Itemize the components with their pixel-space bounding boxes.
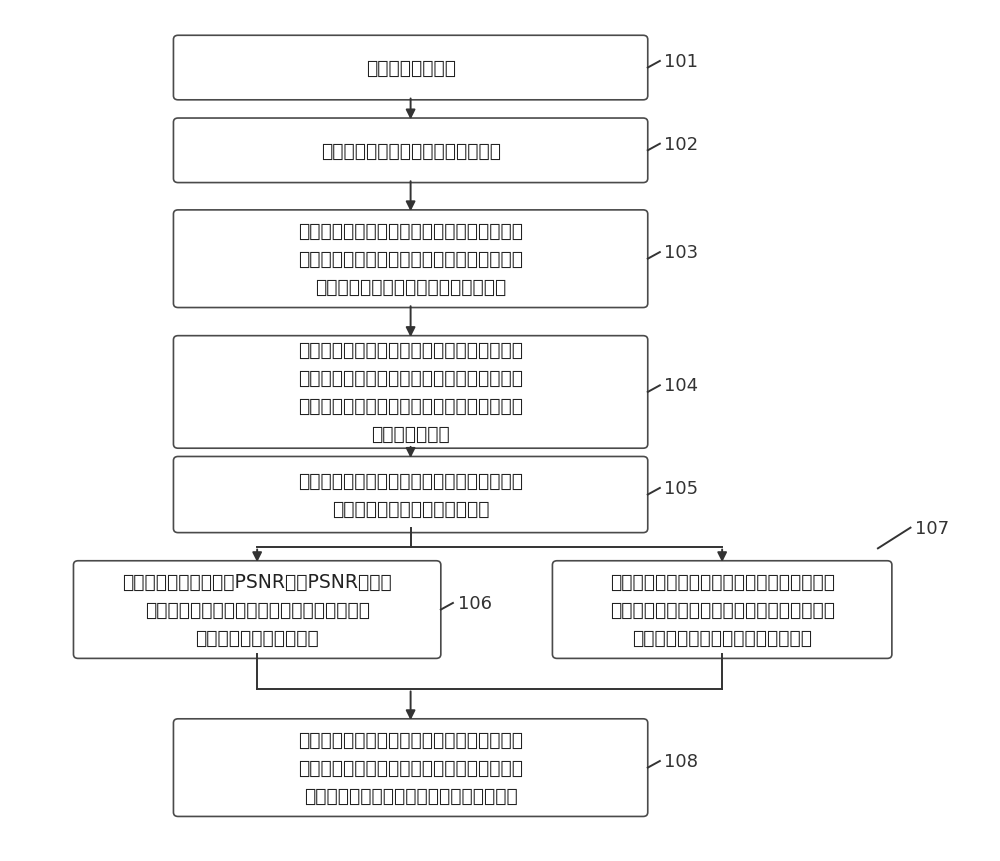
Text: 106: 106 (458, 594, 492, 612)
FancyBboxPatch shape (173, 719, 648, 816)
FancyBboxPatch shape (173, 457, 648, 533)
FancyBboxPatch shape (552, 561, 892, 659)
FancyBboxPatch shape (173, 337, 648, 449)
Text: 将当前帧图像和上一帧图像进行分块: 将当前帧图像和上一帧图像进行分块 (321, 141, 501, 161)
Text: 108: 108 (664, 753, 698, 770)
Text: 将上一帧图像的目标检测结果对应的图像区域
作为待搜索图像区域，在当前帧图像中搜索与
待搜索图像块误差值最小的匹配区域: 将上一帧图像的目标检测结果对应的图像区域 作为待搜索图像区域，在当前帧图像中搜索… (610, 573, 835, 647)
Text: 103: 103 (664, 244, 699, 262)
Text: 105: 105 (664, 480, 699, 498)
FancyBboxPatch shape (173, 119, 648, 183)
FancyBboxPatch shape (73, 561, 441, 659)
Text: 计算第二匹配块对应的PSNR，将PSNR值大于
第一预设阈值的第二匹配块对应的当前帧图像
块标记为可重复使用区域: 计算第二匹配块对应的PSNR，将PSNR值大于 第一预设阈值的第二匹配块对应的当… (122, 573, 392, 647)
Text: 将匹配区域与可重复使用区域作为当前帧图像
在上一帧图像中的重复区域，使得后续对当前
帧进行目标检测时，不对重复区域进行计算: 将匹配区域与可重复使用区域作为当前帧图像 在上一帧图像中的重复区域，使得后续对当… (298, 730, 523, 805)
Text: 104: 104 (664, 377, 699, 395)
FancyBboxPatch shape (173, 211, 648, 308)
Text: 在上一帧图像中搜索与当前帧图像中图像块误
差值最小的第一匹配块，并获取第一匹配块到
当前帧图像中对应的图像块的位移向量: 在上一帧图像中搜索与当前帧图像中图像块误 差值最小的第一匹配块，并获取第一匹配块… (298, 222, 523, 297)
Text: 获取连续的视频帧: 获取连续的视频帧 (366, 59, 456, 78)
Text: 按方向将位移向量进行分类，并计算每一类中
位移向量的平均值作为平均位移向量，根据位
移向量所在类别获取当前帧图像中图像块对应
的平均位移向量: 按方向将位移向量进行分类，并计算每一类中 位移向量的平均值作为平均位移向量，根据… (298, 341, 523, 444)
Text: 根据平均位移向量在上一帧图像中搜索当前帧
图像中图像块对应的第二匹配块: 根据平均位移向量在上一帧图像中搜索当前帧 图像中图像块对应的第二匹配块 (298, 472, 523, 518)
Text: 107: 107 (915, 519, 949, 537)
Text: 101: 101 (664, 53, 698, 71)
Text: 102: 102 (664, 135, 699, 153)
FancyBboxPatch shape (173, 36, 648, 101)
